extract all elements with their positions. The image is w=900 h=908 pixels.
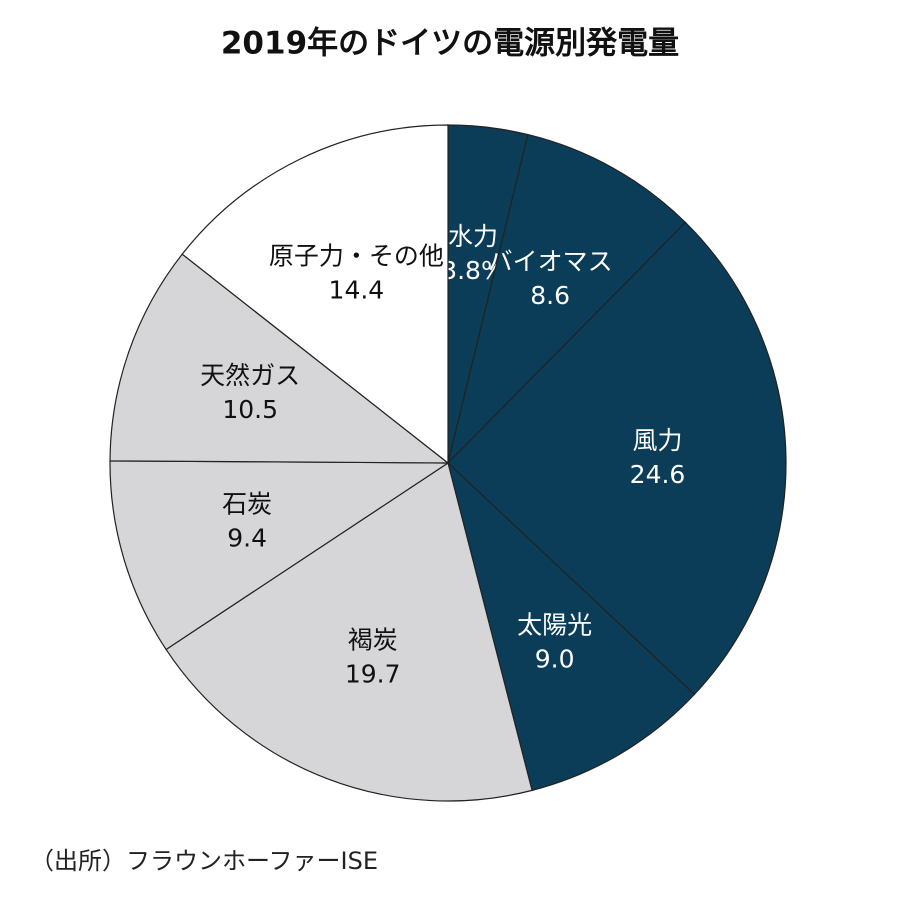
pie-slice	[109, 460, 450, 651]
value-label: 9.4	[227, 524, 267, 553]
pie-slice	[447, 221, 787, 696]
value-label: 8.6	[530, 281, 570, 310]
source: （出所）フラウンホーファーISE	[30, 847, 378, 875]
slice-label: バイオマス	[488, 247, 613, 276]
slice-label: 原子力・その他	[269, 242, 444, 271]
value-label: 14.4	[329, 276, 385, 305]
slice-label: 天然ガス	[200, 361, 300, 390]
value-label: 10.5	[222, 395, 278, 424]
pie-slice	[446, 461, 696, 792]
chart-title: 2019年のドイツの電源別発電量	[221, 26, 679, 62]
slice-label: 太陽光	[517, 610, 592, 639]
value-label: 9.0	[535, 644, 575, 673]
slice-label: 水力	[448, 222, 498, 251]
value-label: 24.6	[630, 460, 686, 489]
slice-label: 石炭	[222, 490, 272, 519]
pie-slice	[181, 124, 449, 465]
value-label: 19.7	[345, 660, 401, 689]
pie-slice	[109, 253, 450, 464]
slice-label: 風力	[633, 426, 683, 455]
slice-label: 褐炭	[348, 626, 398, 655]
pie-slice	[165, 462, 533, 802]
pie-slice	[446, 133, 687, 465]
